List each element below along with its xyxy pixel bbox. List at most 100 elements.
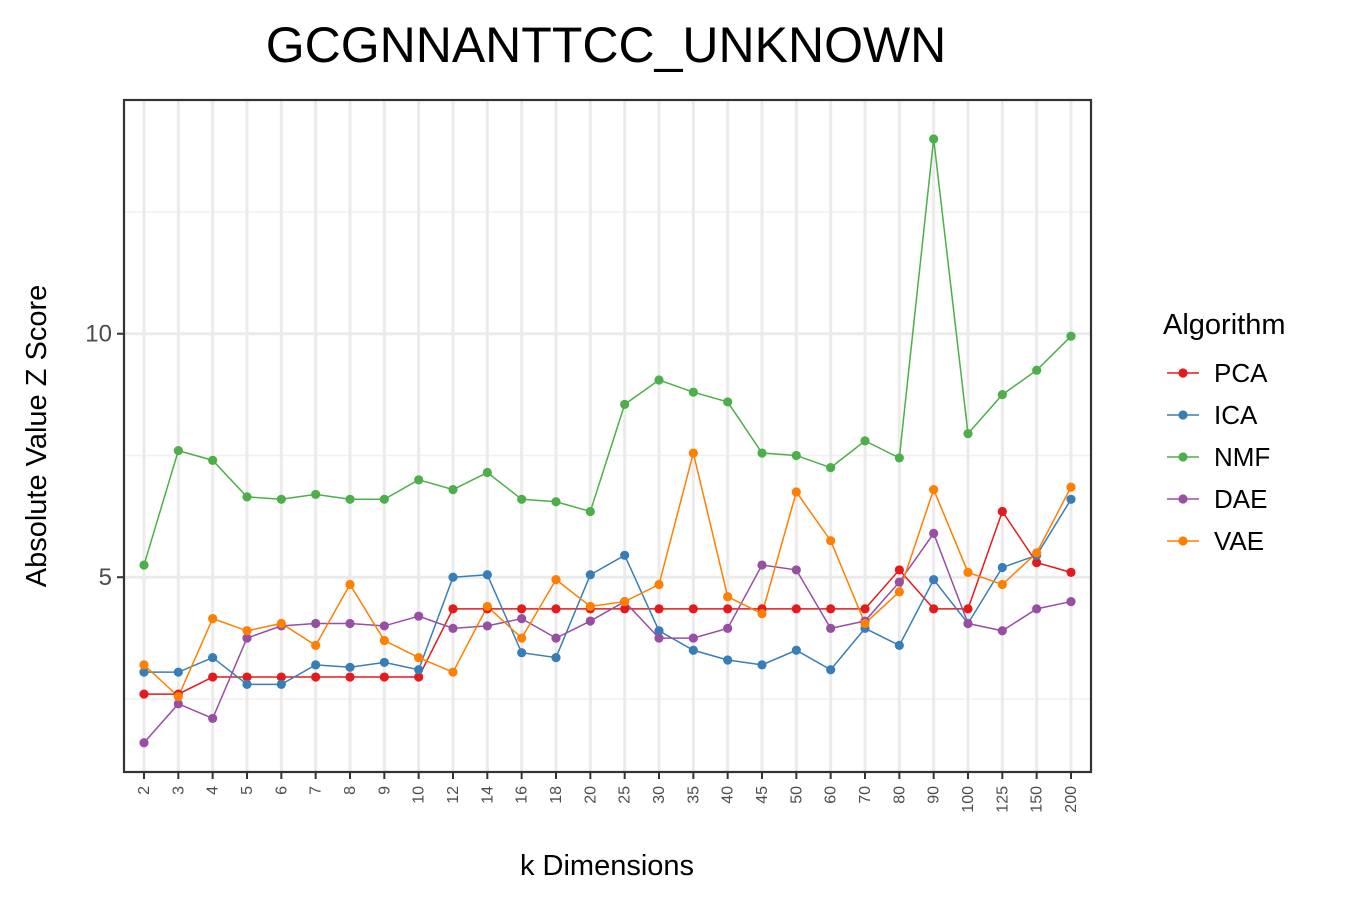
y-tick-label: 5 [99,564,112,591]
grid-major [124,100,1091,772]
data-point-ica [414,665,424,675]
data-point-pca [448,604,458,614]
data-point-dae [414,611,424,621]
data-point-nmf [276,494,286,504]
data-point-pca [997,506,1007,517]
legend: Algorithm PCA ICA NMF DAE VAE [1163,309,1286,556]
data-point-ica [654,626,664,636]
x-axis: 2 3 4 5 6 7 8 9 10 12 14 16 18 20 25 30 35 40 45 50 60 70 80 90… [136,772,1080,813]
data-point-nmf [688,387,698,397]
data-point-vae [723,592,733,602]
data-point-ica [929,575,939,585]
legend-label-vae: VAE [1214,526,1264,556]
data-point-dae [929,528,939,538]
data-point-pca [517,604,527,614]
data-point-pca [620,604,630,614]
data-point-vae [997,579,1007,590]
data-point-dae [757,560,767,570]
legend-label-nmf: NMF [1214,442,1270,472]
data-point-ica [517,648,527,658]
data-point-dae [173,699,183,709]
data-point-pca [414,672,424,682]
data-point-dae [963,618,973,629]
x-tick-label: 150 [1029,786,1046,813]
data-point-vae [379,635,389,646]
data-point-dae [826,623,836,633]
series-line-dae [143,531,1072,744]
data-point-pca [345,672,355,682]
chart-title: GCGNNANTTCC_UNKNOWN [266,17,947,73]
data-point-dae [997,626,1007,636]
data-point-ica [345,662,355,672]
data-point-nmf [448,484,458,495]
data-point-nmf [242,492,252,502]
data-point-dae [345,618,355,629]
data-point-dae [448,623,458,633]
data-point-ica [482,570,492,580]
data-point-dae [482,621,492,631]
legend-title: Algorithm [1163,309,1286,341]
data-point-ica [208,652,218,663]
data-point-vae [448,667,458,677]
x-tick-label: 4 [205,786,222,795]
data-point-vae [929,484,939,495]
data-point-ica [139,667,149,677]
data-point-vae [620,596,630,607]
x-tick-label: 70 [857,786,874,804]
data-point-nmf [723,397,733,407]
x-tick-label: 9 [376,786,393,795]
data-point-vae [826,536,836,546]
x-tick-label: 16 [514,786,531,804]
legend-key-point-dae [1178,494,1188,504]
data-point-vae [345,579,355,590]
data-point-pca [208,672,218,682]
data-point-vae [894,587,904,597]
x-tick-label: 40 [720,786,737,804]
data-point-ica [894,640,904,650]
data-point-nmf [860,436,870,446]
data-point-pca [894,565,904,575]
data-point-vae [414,652,424,663]
data-point-dae [791,565,801,575]
data-point-vae [551,575,561,585]
data-point-pca [311,672,321,682]
data-point-pca [1032,558,1042,568]
x-tick-label: 3 [170,786,187,795]
data-point-vae [276,618,286,629]
legend-key-point-pca [1178,368,1188,378]
data-point-dae [723,623,733,633]
series-line-pca [144,509,1072,695]
data-point-ica [551,652,561,663]
data-point-nmf [1032,365,1042,375]
data-point-vae [654,579,664,590]
data-point-vae [1066,482,1076,492]
data-point-nmf [345,494,355,504]
data-point-nmf [654,375,664,385]
data-point-nmf [620,399,630,409]
data-point-nmf [379,494,389,504]
x-tick-label: 50 [788,786,805,804]
x-tick-label: 35 [685,786,702,804]
data-point-vae [860,618,870,629]
x-tick-label: 25 [617,786,634,804]
x-tick-label: 7 [308,786,325,795]
data-point-dae [585,616,595,626]
data-point-vae [242,626,252,636]
x-tick-label: 6 [273,786,290,795]
legend-label-pca: PCA [1214,358,1268,388]
legend-key-point-nmf [1178,452,1188,462]
data-point-nmf [894,453,904,463]
legend-label-ica: ICA [1214,400,1258,430]
data-point-vae [208,614,218,624]
data-point-pca [139,689,149,699]
data-point-ica [311,660,321,670]
x-tick-label: 10 [411,786,428,804]
legend-key-point-vae [1178,536,1188,546]
data-point-vae [311,640,321,650]
data-point-vae [688,448,698,458]
data-point-dae [311,618,321,629]
data-point-ica [379,657,389,668]
data-point-dae [208,713,218,724]
y-axis: 5 10 [85,321,124,591]
